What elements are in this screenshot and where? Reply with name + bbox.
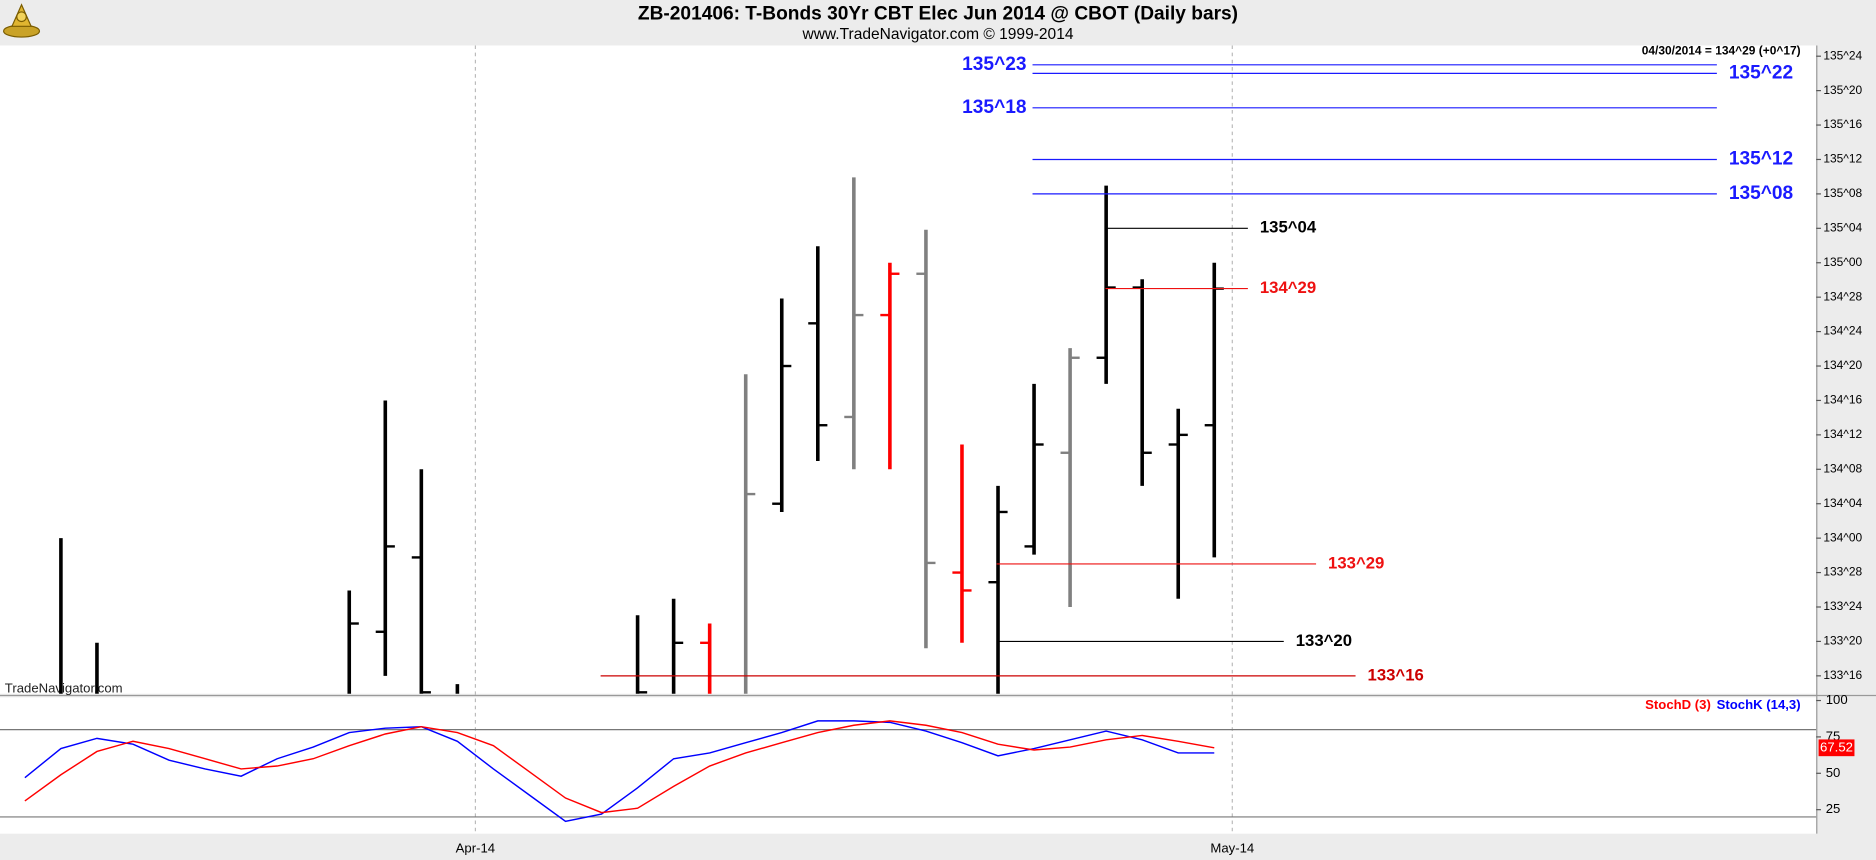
level-label: 134^29 (1260, 278, 1316, 297)
y-tick-label: 134^08 (1823, 461, 1862, 475)
y-tick-label: 135^12 (1823, 152, 1862, 166)
y-tick-label: 135^20 (1823, 83, 1862, 97)
x-tick-label: May-14 (1210, 841, 1254, 856)
y-tick-label: 133^20 (1823, 634, 1862, 648)
info-annotation: 04/30/2014 = 134^29 (+0^17) (1642, 44, 1801, 58)
level-label: 135^23 (962, 54, 1026, 75)
stoch-line (24, 720, 1215, 814)
y-tick-label: 135^04 (1823, 220, 1862, 234)
chart-title: ZB-201406: T-Bonds 30Yr CBT Elec Jun 201… (638, 3, 1238, 24)
y-tick-label: 133^24 (1823, 599, 1862, 613)
x-tick-label: Apr-14 (456, 841, 495, 856)
y-tick-label: 134^24 (1823, 324, 1862, 338)
level-label: 133^29 (1328, 553, 1384, 572)
y-tick-label: 50 (1826, 765, 1841, 780)
y-tick-label: 135^24 (1823, 48, 1862, 62)
level-label: 135^04 (1260, 218, 1317, 237)
stoch-panel (0, 697, 1817, 834)
level-label: 135^22 (1729, 62, 1793, 83)
y-tick-label: 100 (1826, 692, 1848, 707)
price-plot (59, 177, 1224, 694)
stoch-line (24, 720, 1215, 823)
y-tick-label: 135^16 (1823, 117, 1862, 131)
level-label: 133^20 (1296, 631, 1352, 650)
last-value-box (1818, 739, 1855, 757)
y-tick-label: 134^28 (1823, 289, 1862, 303)
logo (2, 3, 41, 38)
legend-entry: StochD (3) (1645, 697, 1711, 712)
legend-entry: StochK (14,3) (1717, 697, 1801, 712)
y-tick-label: 133^16 (1823, 668, 1862, 682)
watermark: TradeNavigator.com (5, 680, 123, 695)
price-panel (0, 45, 1817, 694)
y-tick-label: 135^00 (1823, 255, 1862, 269)
y-tick-label: 25 (1826, 801, 1841, 816)
y-tick-label: 135^08 (1823, 186, 1862, 200)
level-label: 135^08 (1729, 183, 1794, 204)
level-label: 135^12 (1729, 149, 1793, 170)
y-tick-label: 134^04 (1823, 496, 1862, 510)
y-tick-label: 134^12 (1823, 427, 1862, 441)
level-label: 135^18 (962, 97, 1027, 118)
last-value-label: 67.52 (1820, 739, 1853, 754)
y-tick-label: 134^16 (1823, 393, 1862, 407)
y-tick-label: 134^20 (1823, 358, 1862, 372)
chart-subtitle: www.TradeNavigator.com © 1999-2014 (801, 26, 1073, 43)
y-tick-label: 133^28 (1823, 565, 1862, 579)
level-label: 133^16 (1368, 665, 1424, 684)
y-tick-label: 134^00 (1823, 530, 1862, 544)
